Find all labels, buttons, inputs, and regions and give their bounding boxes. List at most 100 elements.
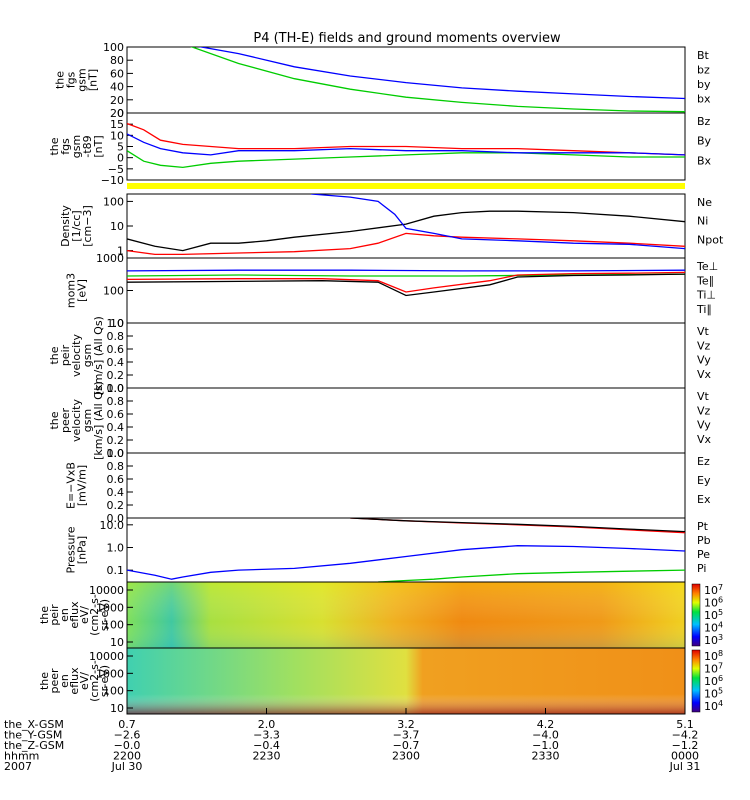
p4-legend-Te⊥: Te⊥ [696, 260, 718, 273]
xaxis-tick-label: 2200 [113, 750, 141, 763]
s2-ytick-label: 1000 [96, 667, 124, 680]
p4-series-Ti⊥ [127, 269, 685, 272]
xaxis-tick-label: Jul 30 [111, 760, 143, 773]
p6-legend-Vy: Vy [697, 419, 711, 432]
p8-series-Pi [127, 545, 685, 580]
p8-series-Pt [350, 518, 685, 533]
p6-ytick-label: 0.0 [107, 447, 125, 460]
xaxis-row-label: the_Z-GSM [4, 739, 64, 752]
p7-ylabel: [mV/m] [76, 465, 89, 506]
s1-ylabel: eV/ [78, 606, 91, 624]
p3-legend-Ni: Ni [697, 215, 708, 228]
xaxis-tick-label: −0.0 [114, 739, 141, 752]
s2-ytick-label: 10 [110, 702, 124, 715]
xaxis-row-label: 2007 [4, 760, 32, 773]
p5-legend-Vz: Vz [697, 339, 711, 352]
p5-ytick-label: 0.8 [107, 330, 125, 343]
s1-ylabel: peir [48, 604, 61, 626]
p2-legend-By: By [697, 135, 712, 148]
p6-ylabel: peer [59, 408, 72, 434]
s2-spectrum-shade [127, 648, 685, 714]
xaxis-tick-label: −3.7 [393, 729, 420, 742]
p5-legend-Vx: Vx [697, 368, 712, 381]
s2-colorbar [691, 649, 701, 713]
p8-series-Pe [378, 569, 685, 582]
p6-legend-Vz: Vz [697, 404, 711, 417]
p6-ytick-label: 0.8 [107, 395, 125, 408]
xaxis-tick-label: 2300 [392, 750, 420, 763]
s1-ylabel: (cm2-s- [88, 594, 101, 636]
s1-ytick-label: 1000 [96, 601, 124, 614]
p4-ytick-label: 10 [110, 317, 124, 330]
p6-ylabel: velocity [70, 399, 83, 442]
p2-ylabel: fgs [59, 138, 72, 155]
p6-ytick-label: 0.4 [107, 421, 125, 434]
s1-ylabel: the [38, 606, 51, 624]
p5-frame [126, 322, 686, 389]
s2-ylabel: eflux [68, 667, 81, 695]
p7-legend-Ez: Ez [697, 455, 710, 468]
p3-legend-Ne: Ne [697, 196, 712, 209]
p2-ytick-label: −5 [108, 163, 124, 176]
p3-legend-Npot: Npot [697, 233, 724, 246]
xaxis-row-label: the_X-GSM [4, 718, 64, 731]
p4-series-Te∥ [127, 273, 685, 297]
s1-spectrum-shade [127, 582, 685, 648]
p3-series-Npot [311, 194, 685, 250]
p7-ytick-label: 0.0 [107, 512, 125, 525]
p5-ylabel: peir [59, 344, 72, 366]
s1-ytick-label: 10000 [89, 584, 124, 597]
p4-ytick-label: 1000 [96, 252, 124, 265]
p2-legend-Bz: Bz [697, 115, 711, 128]
p1-ytick-label: 0 [117, 107, 124, 120]
p1-legend-Bt: Bt [697, 49, 710, 62]
p2-ytick-label: −10 [101, 174, 124, 187]
xaxis-tick-label: 2.0 [258, 718, 276, 731]
p7-ytick-label: 0.4 [107, 486, 125, 499]
p6-legend-Vt: Vt [697, 390, 710, 403]
p7-ytick-label: 0.8 [107, 460, 125, 473]
p6-ylabel: the [48, 411, 61, 429]
p8-ytick-label: 0.1 [107, 564, 125, 577]
xaxis-tick-label: 0.7 [118, 718, 136, 731]
xaxis-row-label: the_Y-GSM [4, 729, 62, 742]
xaxis-tick-label: −1.2 [672, 739, 699, 752]
p6-ytick-label: 0.2 [107, 434, 125, 447]
p1-ytick-label: 60 [110, 67, 124, 80]
p4-ylabel: [eV] [76, 279, 89, 302]
s2-ylabel: the [38, 672, 51, 690]
p1-series-blue [197, 47, 685, 100]
p5-ytick-label: 0.6 [107, 343, 125, 356]
p1-legend-bz: bz [697, 64, 710, 77]
s1-ytick-label: 10 [110, 636, 124, 649]
xaxis-tick-label: 2230 [253, 750, 281, 763]
p6-ylabel: [km/s] (All Qs) [92, 381, 105, 460]
p6-ylabel: gsm [81, 409, 94, 432]
p4-ytick-label: 100 [103, 285, 124, 298]
p1-ylabel: gsm [76, 68, 89, 91]
xaxis-tick-label: 5.1 [676, 718, 694, 731]
p2-ylabel: [nT] [92, 135, 105, 157]
p3-ytick-label: 10 [110, 220, 124, 233]
p1-legend-by: by [697, 78, 711, 91]
p4-legend-Ti∥: Ti∥ [696, 303, 712, 316]
p3-series-Ni [127, 210, 685, 252]
s2-colorbar-label: 104 [704, 699, 723, 713]
xaxis-tick-label: 2330 [532, 750, 560, 763]
p8-legend-Pt: Pt [697, 520, 709, 533]
p8-ylabel: [nPa] [76, 536, 89, 564]
p8-ytick-label: 1.0 [107, 541, 125, 554]
xaxis-tick-label: 3.2 [397, 718, 415, 731]
p5-ytick-label: 0.0 [107, 382, 125, 395]
quality-flag-bar [127, 183, 685, 189]
p2-ytick-label: 20 [110, 107, 124, 120]
p4-ylabel: mom3 [65, 273, 78, 308]
s1-colorbar-label: 103 [704, 633, 723, 647]
xaxis-tick-label: −0.7 [393, 739, 420, 752]
p6-ytick-label: 0.6 [107, 408, 125, 421]
p5-legend-Vt: Vt [697, 325, 710, 338]
s2-ylabel: en [58, 674, 71, 688]
p7-legend-Ex: Ex [697, 493, 711, 506]
p5-ylabel: gsm [81, 344, 94, 367]
